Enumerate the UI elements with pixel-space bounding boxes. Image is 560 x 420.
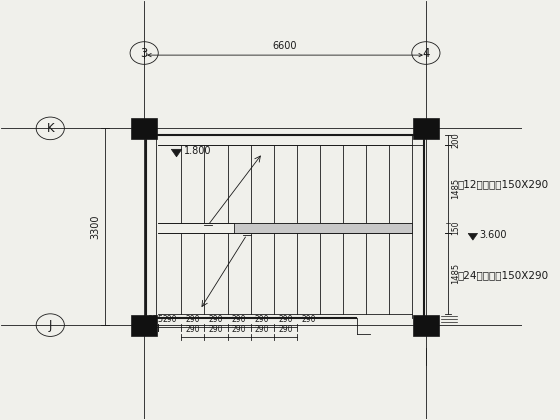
Text: 290: 290 (209, 326, 223, 334)
Text: 3300: 3300 (90, 215, 100, 239)
Text: 290: 290 (209, 315, 223, 324)
Text: 290: 290 (278, 326, 292, 334)
Polygon shape (171, 149, 182, 157)
Text: 290: 290 (255, 315, 269, 324)
Text: 1.800: 1.800 (184, 146, 212, 156)
Text: 3.600: 3.600 (479, 230, 507, 240)
Text: J: J (49, 319, 52, 332)
Text: 290: 290 (186, 326, 200, 334)
Text: 4: 4 (422, 47, 430, 60)
Bar (235, 223, 412, 233)
Text: 290: 290 (162, 315, 177, 324)
Text: K: K (46, 122, 54, 135)
Text: 290: 290 (232, 315, 246, 324)
Text: 200: 200 (451, 132, 460, 148)
Text: 6600: 6600 (273, 41, 297, 51)
Polygon shape (468, 234, 478, 240)
Text: 290: 290 (255, 326, 269, 334)
Text: 下24步，每步150X290: 下24步，每步150X290 (457, 270, 548, 280)
Bar (413, 315, 439, 336)
Text: 290: 290 (186, 315, 200, 324)
Bar (413, 118, 439, 139)
Text: 290: 290 (301, 315, 316, 324)
Text: 上12步，每步150X290: 上12步，每步150X290 (457, 179, 548, 189)
Bar (131, 315, 157, 336)
Text: 290: 290 (232, 326, 246, 334)
Text: 3: 3 (141, 47, 148, 60)
Text: 150: 150 (451, 220, 460, 235)
Text: 1485: 1485 (451, 178, 460, 199)
Text: 1485: 1485 (451, 262, 460, 284)
Text: 1625: 1625 (142, 315, 163, 324)
Bar (131, 118, 157, 139)
Text: 290: 290 (278, 315, 292, 324)
